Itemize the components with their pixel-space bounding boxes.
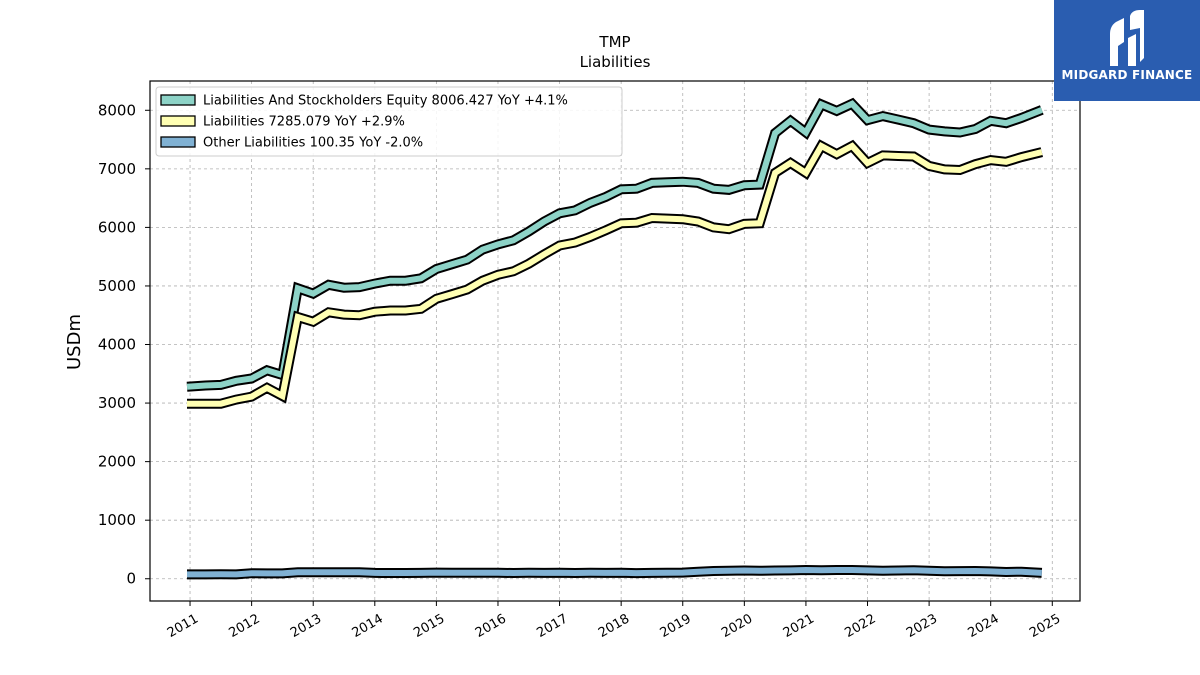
x-tick-label: 2016 bbox=[473, 611, 509, 641]
x-tick-label: 2012 bbox=[226, 611, 262, 641]
x-tick-label: 2013 bbox=[288, 611, 324, 641]
series-line-0 bbox=[186, 100, 1043, 390]
chart-title: TMP bbox=[598, 33, 630, 51]
x-tick-label: 2018 bbox=[596, 611, 632, 641]
y-tick-label: 1000 bbox=[98, 511, 136, 529]
y-axis-label: USDm bbox=[64, 314, 85, 370]
plot-frame bbox=[149, 80, 1081, 602]
x-tick-label: 2014 bbox=[350, 611, 386, 641]
y-tick-label: 8000 bbox=[98, 101, 136, 119]
legend-swatch-equity bbox=[160, 94, 196, 106]
y-tick-label: 0 bbox=[126, 570, 136, 588]
series-layer bbox=[186, 97, 1044, 580]
x-tick-label: 2019 bbox=[658, 611, 694, 641]
x-tick-label: 2022 bbox=[842, 611, 878, 641]
logo-mark-icon bbox=[1110, 10, 1144, 66]
y-tick-label: 2000 bbox=[98, 453, 136, 471]
series-line-2 bbox=[187, 566, 1042, 578]
x-tick-label: 2011 bbox=[165, 611, 201, 641]
x-tick-label: 2023 bbox=[904, 611, 940, 641]
x-tick-label: 2017 bbox=[534, 611, 570, 641]
legend-box bbox=[155, 86, 623, 157]
legend-label-equity: Liabilities And Stockholders Equity 8006… bbox=[203, 94, 568, 109]
x-tick-label: 2020 bbox=[719, 611, 755, 641]
y-tick-label: 5000 bbox=[98, 277, 136, 295]
y-tick-label: 7000 bbox=[98, 160, 136, 178]
legend-swatch-other bbox=[160, 136, 196, 148]
x-tick-label: 2024 bbox=[966, 611, 1002, 641]
y-tick-label: 3000 bbox=[98, 394, 136, 412]
y-tick-label: 4000 bbox=[98, 336, 136, 354]
series-line-1 bbox=[187, 141, 1043, 407]
legend: Liabilities And Stockholders Equity 8006… bbox=[155, 86, 623, 157]
x-tick-label: 2025 bbox=[1027, 611, 1063, 641]
logo-text: MIDGARD FINANCE bbox=[1061, 68, 1193, 82]
legend-swatch-liabilities bbox=[160, 115, 196, 127]
tick-layer: 0 1000 2000 3000 4000 5000 6000 7000 8000 2011 201… bbox=[98, 101, 1063, 641]
x-tick-label: 2015 bbox=[411, 611, 447, 641]
chart-subtitle: Liabilities bbox=[580, 53, 651, 71]
series-outline-1 bbox=[187, 139, 1043, 409]
legend-label-other: Other Liabilities 100.35 YoY -2.0% bbox=[203, 136, 423, 151]
midgard-finance-logo: MIDGARD FINANCE bbox=[1054, 0, 1200, 101]
legend-label-liabilities: Liabilities 7285.079 YoY +2.9% bbox=[203, 115, 405, 130]
x-tick-label: 2021 bbox=[781, 611, 817, 641]
y-tick-label: 6000 bbox=[98, 218, 136, 236]
